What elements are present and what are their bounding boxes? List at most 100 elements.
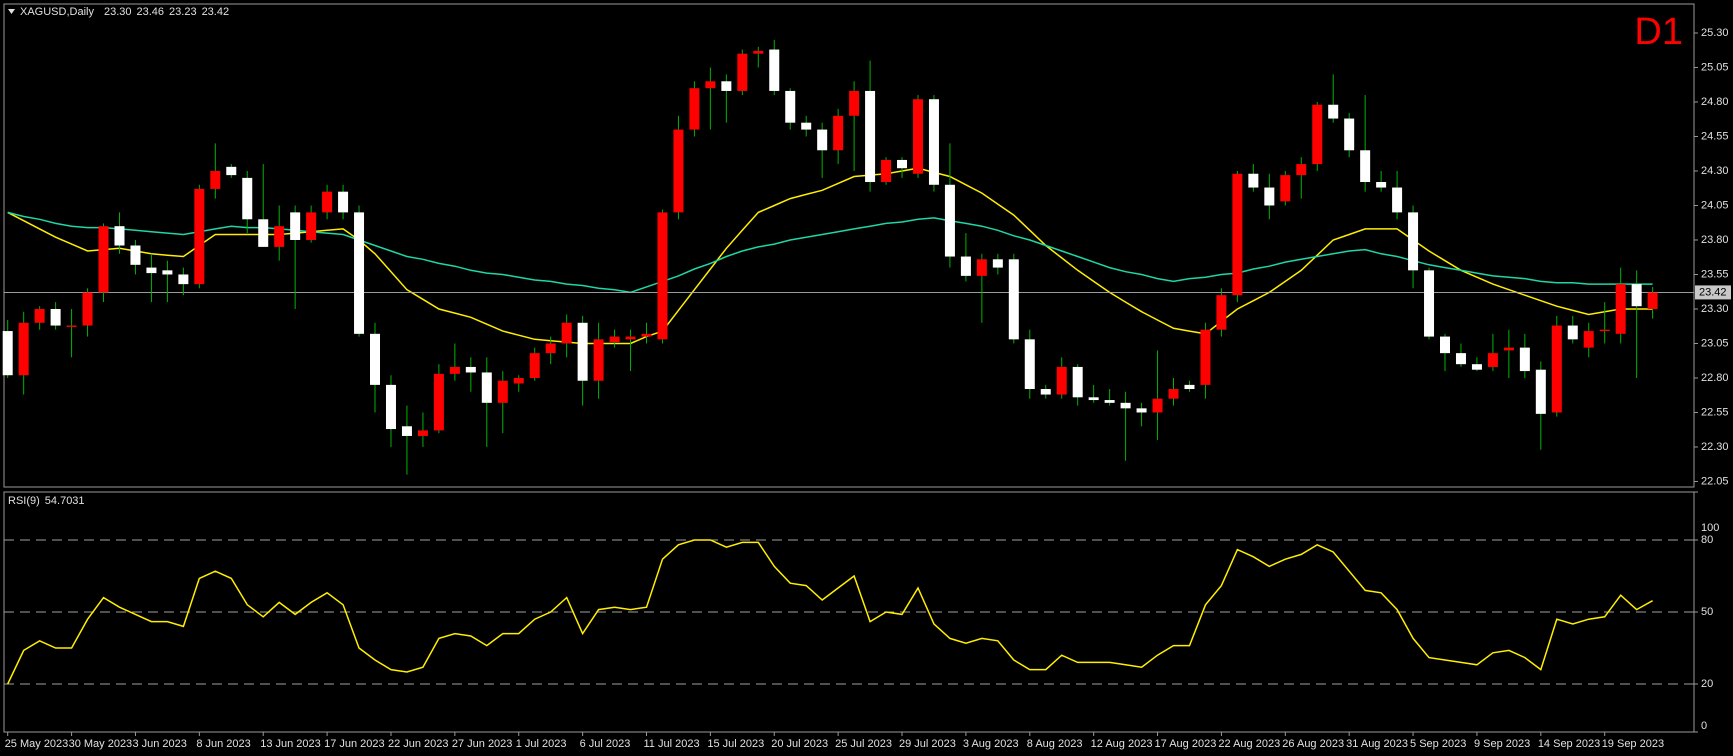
- candle-body: [897, 159, 908, 169]
- candle-body: [1503, 347, 1514, 351]
- candle-body: [1535, 369, 1546, 414]
- x-tick-label: 22 Aug 2023: [1218, 738, 1280, 750]
- x-tick-label: 30 May 2023: [69, 738, 133, 750]
- candle-body: [705, 81, 716, 89]
- candle-body: [1008, 259, 1019, 340]
- candle-body: [513, 377, 524, 384]
- x-tick-label: 1 Jul 2023: [516, 738, 567, 750]
- candle-body: [1487, 353, 1498, 367]
- x-tick-label: 9 Sep 2023: [1474, 738, 1530, 750]
- candle-body: [258, 219, 269, 247]
- price-box-label: 23.42: [1699, 286, 1727, 298]
- candle-body: [960, 256, 971, 276]
- y-tick-label: 23.80: [1701, 234, 1729, 246]
- y-tick-label: 25.30: [1701, 27, 1729, 39]
- candle-body: [625, 336, 636, 340]
- candle-body: [385, 384, 396, 430]
- candle-body: [18, 322, 29, 376]
- candle-body: [689, 88, 700, 130]
- candle-body: [2, 331, 13, 376]
- candle-body: [609, 336, 620, 343]
- x-tick-label: 6 Jul 2023: [580, 738, 631, 750]
- candle-body: [1104, 400, 1115, 403]
- x-tick-label: 14 Sep 2023: [1538, 738, 1600, 750]
- candle-body: [769, 49, 780, 91]
- x-tick-label: 8 Jun 2023: [196, 738, 250, 750]
- candle-body: [944, 184, 955, 257]
- candle-body: [1392, 187, 1403, 213]
- candle-body: [1408, 212, 1419, 271]
- candle-body: [833, 115, 844, 151]
- candle-body: [928, 99, 939, 185]
- y-tick-label: 22.80: [1701, 372, 1729, 384]
- x-tick-label: 13 Jun 2023: [260, 738, 321, 750]
- candle-body: [1360, 150, 1371, 183]
- rsi-title: RSI(9): [8, 495, 40, 507]
- y-tick-label: 23.55: [1701, 268, 1729, 280]
- candle-body: [481, 372, 492, 403]
- candle-body: [1296, 164, 1307, 176]
- x-tick-label: 12 Aug 2023: [1091, 738, 1153, 750]
- candle-body: [1471, 364, 1482, 370]
- candle-body: [657, 212, 668, 340]
- candle-body: [1232, 173, 1243, 296]
- y-tick-label: 50: [1701, 606, 1713, 618]
- y-tick-label: 22.30: [1701, 441, 1729, 453]
- candle-body: [1216, 295, 1227, 330]
- candle-body: [737, 53, 748, 91]
- candle-body: [801, 122, 812, 130]
- candle-body: [753, 50, 764, 54]
- candle-body: [721, 81, 732, 91]
- rsi-header: RSI(9) 54.7031: [8, 495, 85, 507]
- candle-body: [976, 259, 987, 276]
- y-tick-label: 24.30: [1701, 165, 1729, 177]
- candle-body: [1056, 366, 1067, 395]
- high-label: 23.46: [137, 6, 165, 18]
- candle-body: [545, 343, 556, 354]
- candle-body: [785, 90, 796, 123]
- candle-body: [1583, 331, 1594, 348]
- close-label: 23.42: [202, 6, 230, 18]
- candle-body: [306, 212, 317, 240]
- candle-body: [1280, 175, 1291, 202]
- candle-body: [465, 366, 476, 373]
- candle-body: [82, 292, 93, 326]
- x-tick-label: 17 Jun 2023: [324, 738, 385, 750]
- candle-body: [1567, 325, 1578, 340]
- candle-body: [290, 212, 301, 240]
- candle-body: [497, 380, 508, 403]
- x-tick-label: 25 Jul 2023: [835, 738, 892, 750]
- header: XAGUSD,Daily 23.30 23.46 23.23 23.42: [20, 6, 229, 18]
- candle-body: [1312, 104, 1323, 165]
- x-tick-label: 26 Aug 2023: [1282, 738, 1344, 750]
- candle-body: [98, 226, 109, 293]
- candle-body: [1455, 353, 1466, 365]
- candle-body: [242, 177, 253, 220]
- candle-body: [130, 245, 141, 265]
- x-tick-label: 22 Jun 2023: [388, 738, 449, 750]
- candle-body: [912, 99, 923, 174]
- candle-body: [561, 322, 572, 344]
- candle-body: [817, 129, 828, 151]
- candle-body: [1424, 270, 1435, 337]
- candle-body: [529, 353, 540, 378]
- y-tick-label: 24.80: [1701, 96, 1729, 108]
- candle-body: [162, 270, 173, 275]
- y-tick-label: 22.05: [1701, 475, 1729, 487]
- x-tick-label: 20 Jul 2023: [771, 738, 828, 750]
- y-tick-label: 24.55: [1701, 130, 1729, 142]
- y-tick-label: 23.05: [1701, 337, 1729, 349]
- candle-body: [1264, 187, 1275, 206]
- candle-body: [1088, 397, 1099, 401]
- y-tick-label: 24.05: [1701, 199, 1729, 211]
- candle-body: [322, 191, 333, 213]
- menu-arrow[interactable]: [8, 9, 15, 14]
- price-box: [1695, 285, 1731, 300]
- x-tick-label: 15 Jul 2023: [707, 738, 764, 750]
- candle-body: [194, 188, 205, 285]
- y-tick-label: 0: [1701, 720, 1707, 732]
- candle-body: [1024, 339, 1035, 390]
- low-label: 23.23: [169, 6, 197, 18]
- candle-body: [66, 325, 77, 327]
